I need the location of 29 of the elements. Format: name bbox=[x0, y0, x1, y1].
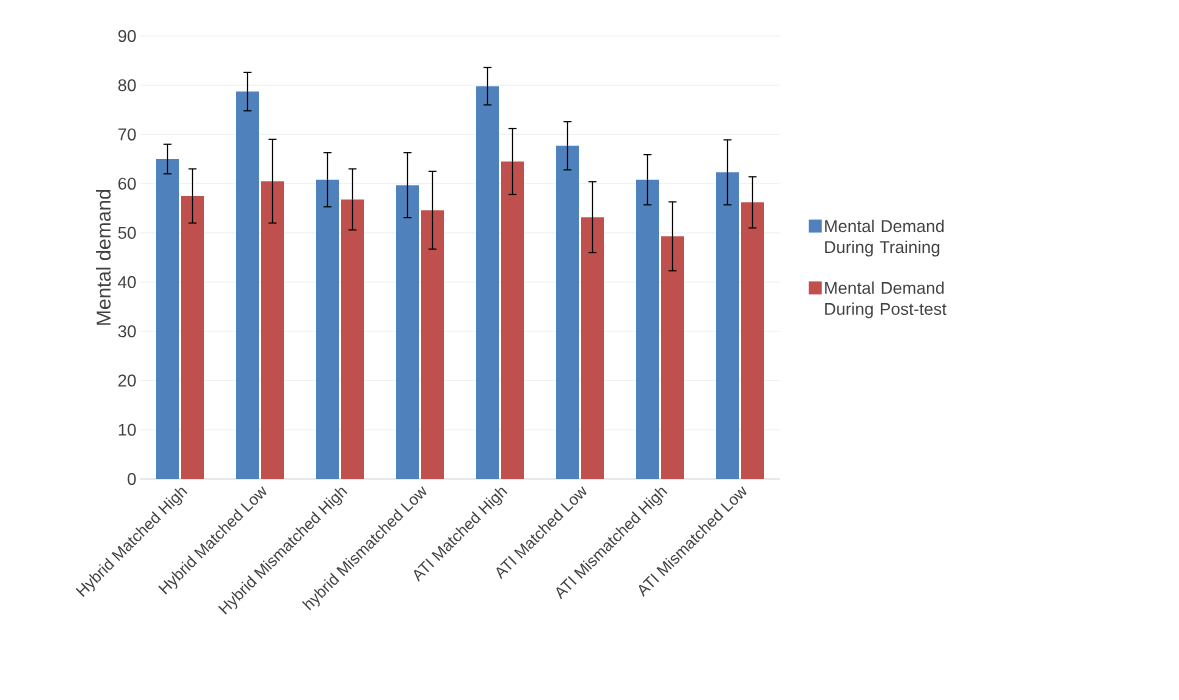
bar bbox=[156, 159, 179, 479]
y-axis-title: Mental demand bbox=[96, 189, 111, 325]
y-tick-label: 80 bbox=[118, 79, 136, 92]
y-tick-label: 0 bbox=[127, 472, 136, 486]
legend-label: Mental Demand During Training bbox=[825, 219, 944, 257]
bar bbox=[715, 172, 739, 479]
y-tick-label: 20 bbox=[118, 374, 136, 387]
bar bbox=[316, 179, 339, 479]
y-tick-label: 50 bbox=[118, 226, 136, 239]
bar bbox=[740, 202, 764, 479]
y-tick-label: 40 bbox=[117, 276, 136, 289]
y-tick-label: 90 bbox=[118, 29, 136, 43]
bar bbox=[181, 195, 204, 479]
bar bbox=[581, 217, 604, 479]
y-tick-label: 70 bbox=[118, 128, 136, 141]
bar bbox=[661, 236, 684, 479]
y-tick-label: 30 bbox=[118, 325, 136, 338]
bar bbox=[236, 91, 259, 479]
y-tick-label: 10 bbox=[118, 423, 136, 436]
bar bbox=[501, 161, 524, 479]
bar bbox=[636, 179, 659, 479]
bar bbox=[421, 210, 444, 479]
bar bbox=[341, 199, 364, 479]
legend-label: Mental Demand During Post-test bbox=[825, 281, 947, 319]
bar bbox=[476, 86, 499, 479]
bar bbox=[261, 181, 284, 479]
y-tick-label: 60 bbox=[118, 177, 136, 190]
bar bbox=[556, 145, 579, 479]
bar bbox=[396, 185, 419, 479]
